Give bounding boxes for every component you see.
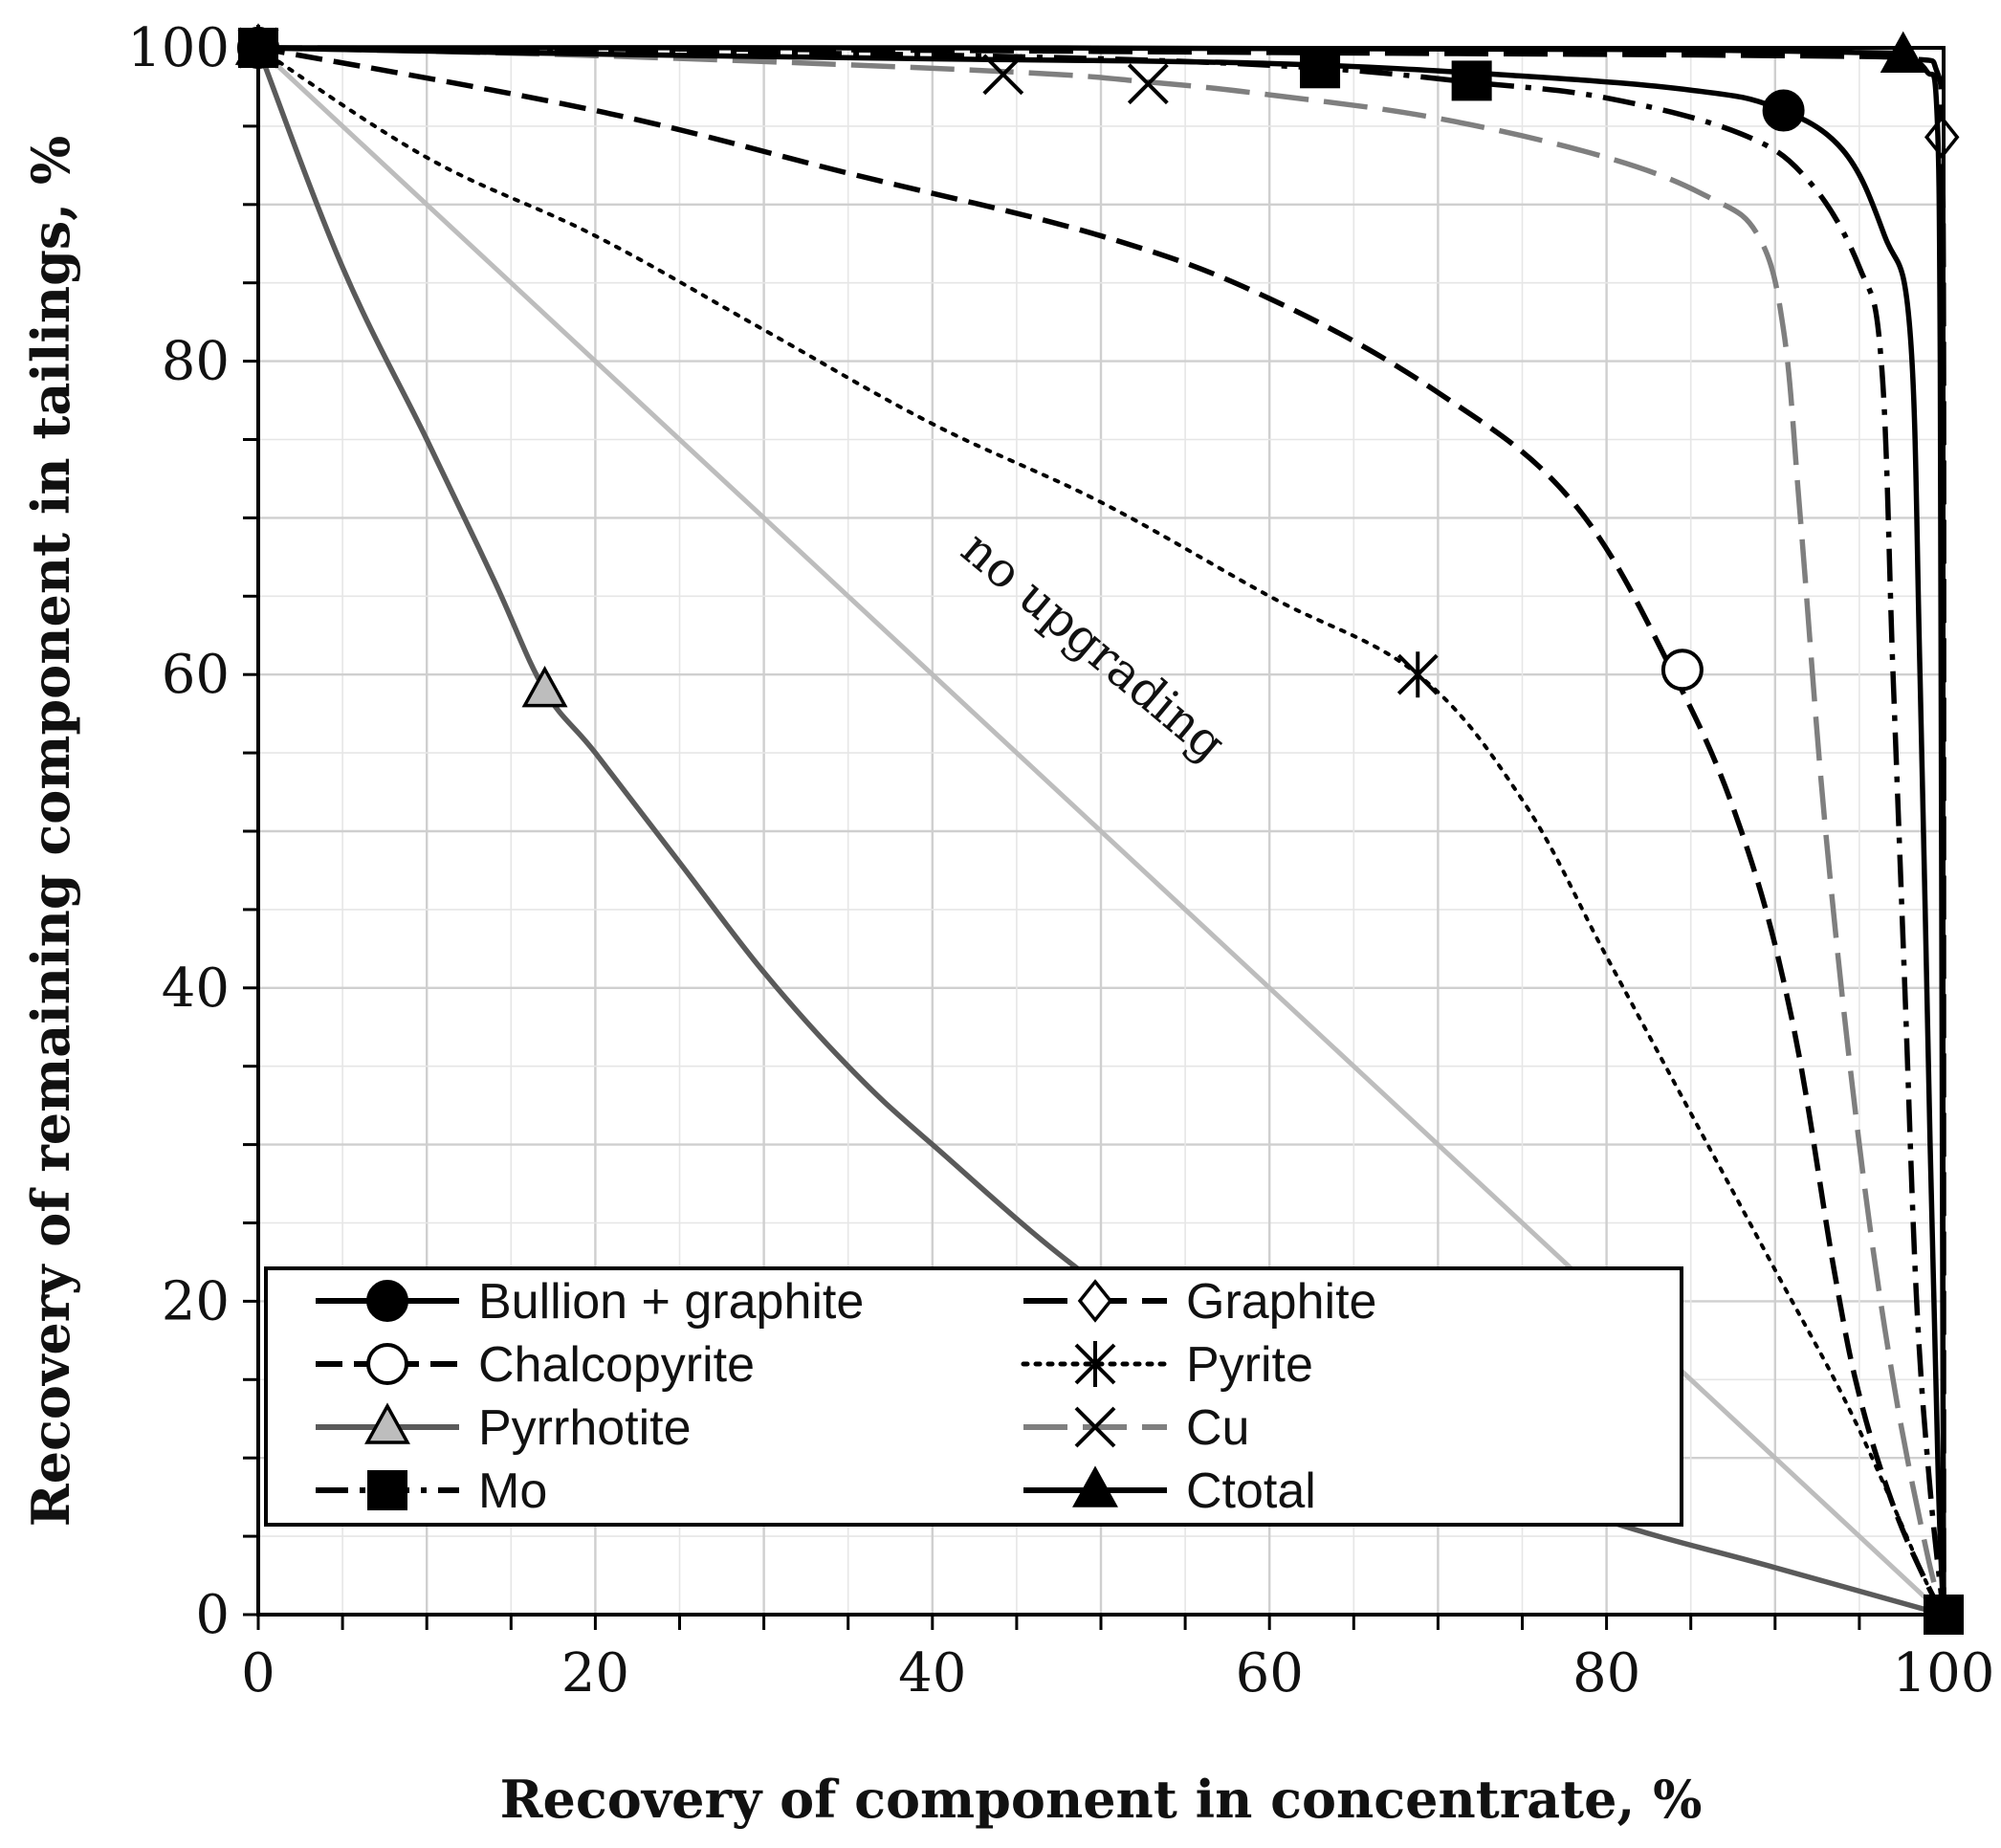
legend: Bullion + graphite Graphite Chalcopyrite Py… [264,1266,1683,1527]
data-point-pyrrhotite [521,665,568,708]
y-tick-label: 60 [162,644,230,706]
data-point-mo [1451,60,1492,101]
data-point-ctotal [1880,31,1926,73]
data-point-chalcopyrite [1660,649,1704,692]
legend-label-pyrite: Pyrite [1186,1337,1313,1393]
legend-item-pyrite: Pyrite [1021,1337,1313,1393]
y-axis-title: Recovery of remaining component in taili… [20,136,81,1527]
data-point-cu [1127,63,1169,105]
legend-item-mo: Mo [316,1463,547,1519]
x-tick-label: 80 [1572,1642,1640,1705]
series-line-chalcopyrite [257,45,1946,1617]
legend-marker-ctotal [1072,1465,1118,1507]
legend-item-ctotal: Ctotal [1023,1463,1316,1519]
legend-item-chalcopyrite: Chalcopyrite [316,1337,755,1393]
legend-label-cu: Cu [1186,1400,1249,1456]
legend-marker-mo [367,1470,407,1510]
legend-label-mo: Mo [478,1463,547,1519]
y-tick-label: 0 [195,1584,230,1646]
series-line-cu [257,45,1946,1616]
legend-label-ctotal: Ctotal [1186,1463,1316,1519]
series-line-mo [257,45,1946,1616]
y-tick-label: 80 [162,331,230,393]
legend-marker-pyrrhotite [364,1402,410,1444]
data-point-bullion-graphite [1762,89,1805,132]
x-tick-label: 100 [1893,1642,1995,1705]
legend-marker-chalcopyrite [366,1343,408,1385]
legend-label-bullion-graphite: Bullion + graphite [478,1274,864,1330]
legend-label-pyrrhotite: Pyrrhotite [478,1400,692,1456]
legend-item-graphite: Graphite [1023,1274,1376,1330]
x-tick-label: 40 [898,1642,966,1705]
y-tick-label: 20 [162,1270,230,1332]
x-axis-title: Recovery of component in concentrate, % [500,1769,1703,1830]
x-tick-label: 60 [1236,1642,1304,1705]
legend-box [264,1266,1683,1527]
axis-ticks: 0 20 40 60 80 100 0 20 40 60 80 100 [127,17,1994,1705]
legend-label-graphite: Graphite [1186,1274,1376,1330]
legend-marker-bullion-graphite [366,1280,408,1322]
legend-marker-pyrite [1074,1341,1116,1387]
x-tick-label: 20 [561,1642,629,1705]
series-line-bullion-graphite [257,45,1946,1616]
y-tick-label: 40 [162,957,230,1020]
legend-item-cu: Cu [1023,1400,1249,1456]
legend-label-chalcopyrite: Chalcopyrite [478,1337,755,1393]
legend-item-bullion-graphite: Bullion + graphite [316,1274,864,1330]
legend-item-pyrrhotite: Pyrrhotite [316,1400,692,1456]
y-tick-label: 100 [127,17,230,79]
data-point-pyrite [1396,651,1439,698]
x-tick-label: 0 [241,1642,275,1705]
legend-marker-graphite [1077,1279,1113,1323]
legend-marker-cu [1074,1406,1116,1448]
